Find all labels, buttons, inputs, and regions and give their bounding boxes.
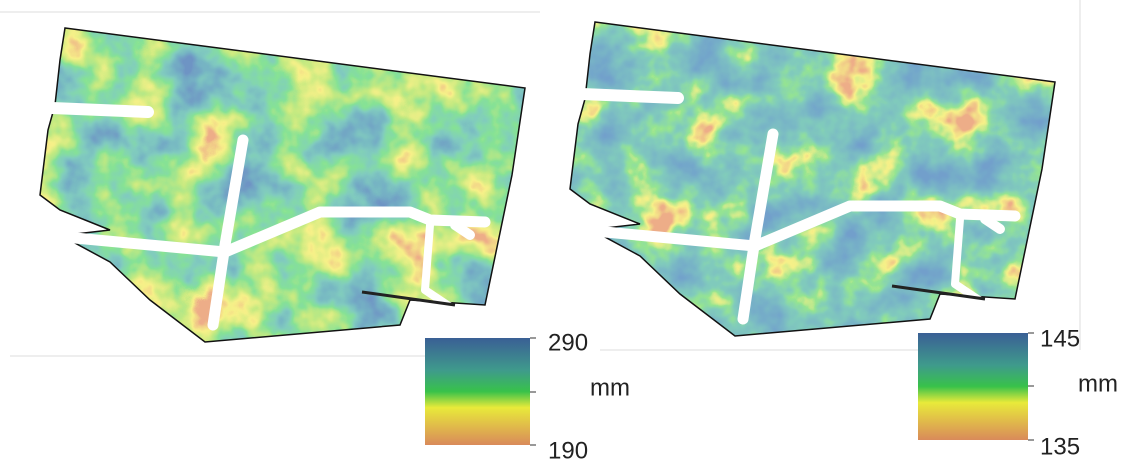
colorbar-ticks [1028, 333, 1034, 440]
field-map [560, 14, 1060, 344]
colorbar-unit: mm [590, 374, 630, 401]
colorbar-ramp [918, 333, 1028, 440]
raster [30, 20, 530, 350]
colorbar-min: 135 [1040, 433, 1080, 460]
colorbar-unit: mm [1078, 370, 1118, 397]
colorbar: 145 mm 135 [918, 325, 1118, 460]
map-figure: 290 mm 190 145 mm 135 [0, 0, 1131, 465]
raster [560, 14, 1060, 344]
field-map [30, 20, 530, 350]
colorbar-ramp [425, 338, 530, 445]
colorbar: 290 mm 190 [425, 329, 630, 464]
colorbar-max: 145 [1040, 325, 1080, 352]
colorbar-ticks [530, 338, 536, 445]
colorbar-min: 190 [548, 437, 588, 464]
colorbar-max: 290 [548, 329, 588, 356]
